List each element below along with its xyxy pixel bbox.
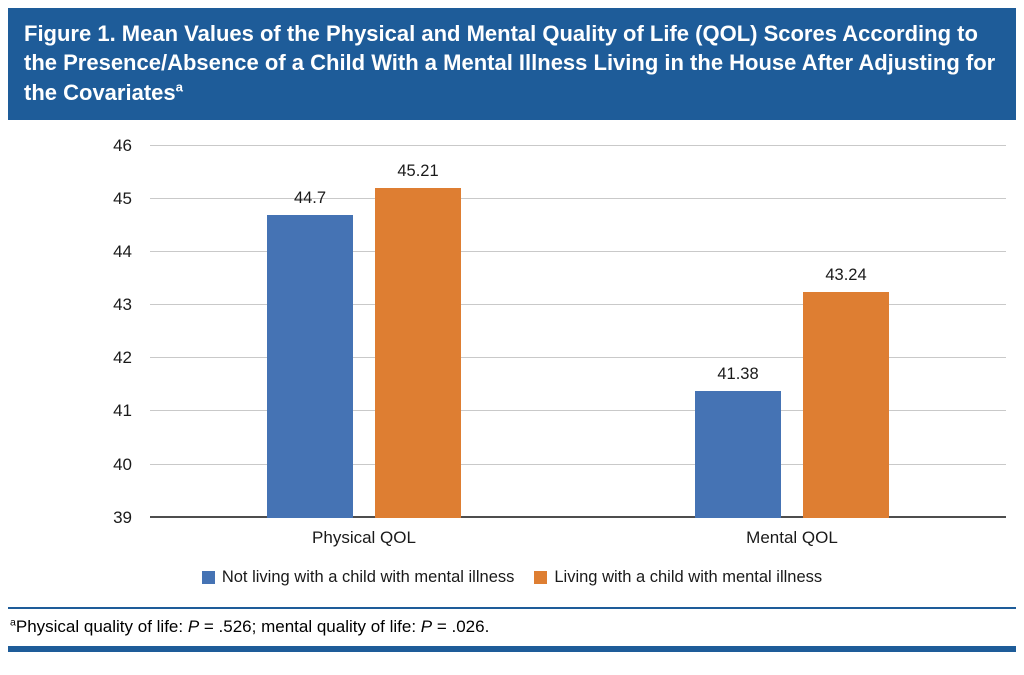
chart: 39 40 41 42 43 44 45 46 44.7 45.21 41.38 43.24 Phy… bbox=[8, 120, 1016, 587]
legend-swatch bbox=[534, 570, 548, 584]
x-axis-category-label: Mental QOL bbox=[746, 527, 838, 547]
x-axis-labels: Physical QOL Mental QOL bbox=[150, 528, 1006, 548]
y-tick-label: 40 bbox=[113, 454, 132, 474]
legend-item: Not living with a child with mental illn… bbox=[201, 567, 515, 587]
figure-title: Figure 1. Mean Values of the Physical an… bbox=[24, 21, 996, 105]
gridline bbox=[150, 144, 1006, 146]
bar-group: 41.38 43.24 bbox=[578, 146, 1006, 518]
gridline bbox=[150, 410, 1006, 412]
gridline bbox=[150, 463, 1006, 465]
bar: 43.24 bbox=[803, 266, 889, 518]
legend: Not living with a child with mental illn… bbox=[8, 568, 1016, 587]
y-tick-label: 39 bbox=[113, 507, 132, 527]
gridline bbox=[150, 357, 1006, 359]
bar: 44.7 bbox=[267, 189, 353, 518]
bar-value-label: 41.38 bbox=[717, 365, 759, 384]
y-axis: 39 40 41 42 43 44 45 46 bbox=[8, 136, 150, 527]
figure-title-superscript: a bbox=[175, 79, 183, 95]
y-tick-label: 41 bbox=[113, 401, 132, 421]
grid-layer bbox=[150, 144, 1006, 518]
figure-title-bar: Figure 1. Mean Values of the Physical an… bbox=[8, 8, 1016, 120]
footnote-text-3: = .026. bbox=[432, 616, 490, 636]
footnote: aPhysical quality of life: P = .526; men… bbox=[8, 609, 1016, 646]
footnote-divider-rule bbox=[8, 606, 1016, 609]
groups-layer: 44.7 45.21 41.38 43.24 bbox=[150, 146, 1006, 518]
footnote-p-italic-1: P bbox=[187, 616, 200, 636]
y-tick-label: 43 bbox=[113, 295, 132, 315]
y-tick-label: 46 bbox=[113, 135, 132, 155]
bar-value-label: 43.24 bbox=[825, 266, 867, 285]
footnote-p-italic-2: P bbox=[420, 616, 433, 636]
gridline bbox=[150, 304, 1006, 306]
footnote-text-1: Physical quality of life: bbox=[15, 616, 188, 636]
legend-label: Living with a child with mental illness bbox=[554, 567, 823, 586]
bar: 41.38 bbox=[695, 365, 781, 518]
bottom-border-bar bbox=[8, 645, 1016, 652]
y-tick-label: 42 bbox=[113, 348, 132, 368]
footnote-superscript: a bbox=[10, 616, 16, 629]
bar-group: 44.7 45.21 bbox=[150, 146, 578, 518]
bar-value-label: 44.7 bbox=[293, 188, 327, 207]
footnote-text-2: = .526; mental quality of life: bbox=[199, 616, 421, 636]
y-tick-label: 45 bbox=[113, 188, 132, 208]
y-tick-label: 44 bbox=[113, 242, 132, 262]
gridline bbox=[150, 251, 1006, 253]
x-axis-line bbox=[150, 515, 1006, 518]
plot-area: 44.7 45.21 41.38 43.24 bbox=[150, 144, 1006, 518]
x-axis-category-label: Physical QOL bbox=[312, 527, 416, 547]
legend-swatch bbox=[201, 570, 215, 584]
bar-value-label: 45.21 bbox=[397, 161, 439, 180]
plot-row: 39 40 41 42 43 44 45 46 44.7 45.21 41.38 43.24 bbox=[8, 136, 1016, 527]
gridline bbox=[150, 197, 1006, 199]
legend-label: Not living with a child with mental illn… bbox=[221, 567, 515, 586]
bar: 45.21 bbox=[375, 162, 461, 518]
legend-item: Living with a child with mental illness bbox=[534, 568, 822, 587]
